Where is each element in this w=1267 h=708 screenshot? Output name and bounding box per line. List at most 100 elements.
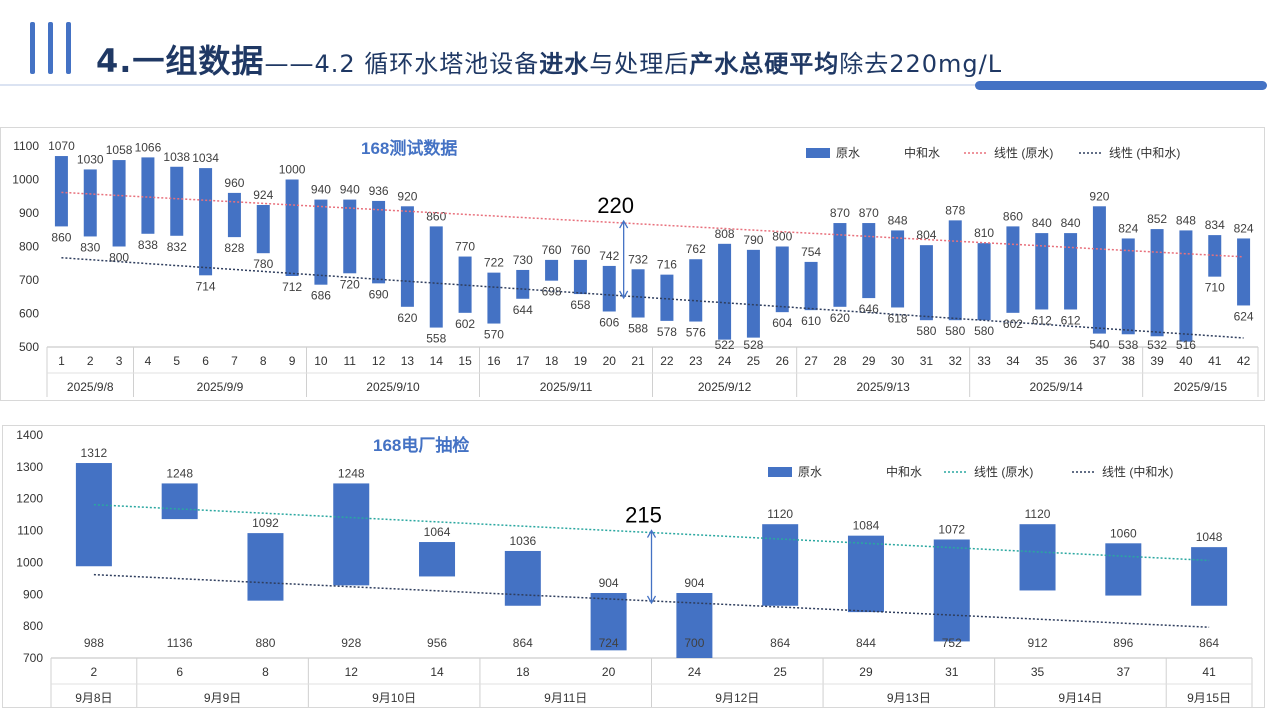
data-label-neutral: 832 — [167, 240, 187, 254]
chart-panel-test: 500 600 700 800 900 1000 1100 1070 860 1 1030 830 2 1… — [0, 127, 1265, 401]
data-label-neutral: 646 — [859, 302, 879, 316]
x-tick-label: 6 — [176, 665, 183, 679]
x-tick-label: 18 — [545, 354, 559, 368]
bar — [1121, 238, 1135, 335]
data-label-raw: 810 — [974, 226, 994, 240]
x-tick-label: 42 — [1237, 354, 1251, 368]
x-tick-label: 2 — [91, 665, 98, 679]
data-label-neutral: 620 — [397, 311, 417, 325]
x-tick-label: 3 — [116, 354, 123, 368]
x-tick-label: 15 — [458, 354, 472, 368]
x-tick-label: 18 — [516, 665, 530, 679]
data-label-neutral: 956 — [427, 636, 447, 650]
data-label-raw: 1248 — [338, 466, 365, 480]
legend-label: 线性 (中和水) — [1102, 464, 1173, 479]
x-tick-label: 12 — [345, 665, 359, 679]
data-label-raw: 920 — [397, 189, 417, 203]
data-label-neutral: 624 — [1234, 309, 1254, 323]
data-label-raw: 852 — [1147, 212, 1167, 226]
data-label-neutral: 618 — [888, 311, 908, 325]
bar — [83, 169, 97, 237]
x-tick-label: 29 — [859, 665, 873, 679]
x-tick-label: 21 — [631, 354, 645, 368]
legend-label: 中和水 — [904, 145, 940, 160]
data-label-neutral: 522 — [715, 338, 735, 352]
data-label-raw: 716 — [657, 258, 677, 272]
data-label-neutral: 604 — [772, 316, 792, 330]
title-subtitle: 4.2 循环水塔池设备进水与处理后产水总硬平均除去220mg/L — [314, 50, 1002, 78]
x-tick-label: 30 — [891, 354, 905, 368]
x-tick-label: 6 — [202, 354, 209, 368]
x-tick-label: 41 — [1208, 354, 1222, 368]
y-tick-label: 1300 — [16, 460, 43, 474]
bar — [689, 259, 703, 322]
y-tick-label: 800 — [23, 619, 43, 633]
data-label-neutral: 714 — [196, 279, 216, 293]
x-tick-label: 2 — [87, 354, 94, 368]
data-label-raw: 1092 — [252, 516, 279, 530]
data-label-raw: 800 — [772, 230, 792, 244]
legend-label: 原水 — [836, 146, 860, 160]
data-label-raw: 754 — [801, 245, 821, 259]
data-label-neutral: 828 — [224, 241, 244, 255]
data-label-raw: 840 — [1032, 216, 1052, 230]
bar — [660, 274, 674, 321]
data-label-raw: 790 — [743, 233, 763, 247]
bar — [285, 179, 299, 276]
data-label-neutral: 830 — [80, 240, 100, 254]
bar — [1092, 206, 1106, 334]
data-label-raw: 878 — [945, 203, 965, 217]
bar — [804, 261, 818, 311]
data-label-raw: 1000 — [279, 163, 306, 177]
x-tick-label: 14 — [430, 354, 444, 368]
bar — [590, 593, 627, 651]
data-label-raw: 1038 — [163, 150, 190, 164]
x-group-label: 2025/9/9 — [197, 380, 244, 394]
y-tick-label: 1100 — [13, 139, 39, 153]
bar — [400, 206, 414, 307]
chart-plant-check: 7008009001000110012001300140013129882124… — [16, 428, 1253, 707]
x-group-label: 9月15日 — [1187, 691, 1231, 705]
legend-label: 线性 (原水) — [994, 146, 1053, 160]
page-title: 4.一组数据——4.2 循环水塔池设备进水与处理后产水总硬平均除去220mg/L — [96, 36, 1002, 82]
title-dash: —— — [264, 50, 315, 78]
bar — [746, 249, 760, 338]
x-tick-label: 4 — [145, 354, 152, 368]
data-label-raw: 870 — [859, 206, 879, 220]
data-label-raw: 960 — [224, 176, 244, 190]
x-tick-label: 39 — [1150, 354, 1164, 368]
bar — [256, 204, 270, 254]
y-tick-label: 1000 — [16, 555, 43, 569]
bar — [948, 220, 962, 321]
bar — [141, 157, 155, 234]
bar — [1064, 233, 1078, 310]
x-tick-label: 25 — [747, 354, 761, 368]
data-label-neutral: 602 — [455, 317, 475, 331]
data-label-neutral: 610 — [801, 314, 821, 328]
x-tick-label: 13 — [401, 354, 415, 368]
data-label-raw: 760 — [570, 243, 590, 257]
data-label-neutral: 838 — [138, 238, 158, 252]
title-main: 4.一组数据 — [96, 42, 265, 80]
x-tick-label: 24 — [718, 354, 732, 368]
bar — [1237, 238, 1251, 306]
bar — [1006, 226, 1020, 313]
x-tick-label: 28 — [833, 354, 847, 368]
bar — [847, 535, 884, 613]
data-label-neutral: 896 — [1113, 636, 1133, 650]
bar — [1179, 230, 1193, 342]
data-label-raw: 1048 — [1196, 530, 1223, 544]
y-tick-label: 1000 — [12, 173, 39, 187]
x-tick-label: 26 — [776, 354, 790, 368]
data-label-raw: 860 — [426, 209, 446, 223]
data-label-neutral: 686 — [311, 289, 331, 303]
data-label-neutral: 612 — [1061, 313, 1081, 327]
bar — [862, 223, 876, 299]
data-label-raw: 1120 — [767, 507, 793, 521]
data-label-neutral: 752 — [942, 636, 962, 650]
legend-label: 线性 (中和水) — [1109, 145, 1180, 160]
x-tick-label: 33 — [977, 354, 991, 368]
bar — [247, 533, 284, 601]
data-label-raw: 1030 — [77, 152, 104, 166]
data-label-neutral: 558 — [426, 332, 446, 346]
